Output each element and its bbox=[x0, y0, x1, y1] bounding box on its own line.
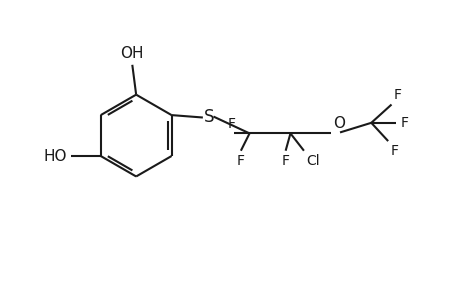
Text: O: O bbox=[332, 116, 344, 131]
Text: F: F bbox=[390, 143, 397, 158]
Text: S: S bbox=[204, 108, 214, 126]
Text: Cl: Cl bbox=[306, 154, 319, 168]
Text: F: F bbox=[236, 154, 244, 168]
Text: F: F bbox=[399, 116, 407, 130]
Text: F: F bbox=[281, 154, 289, 168]
Text: F: F bbox=[227, 117, 235, 131]
Text: HO: HO bbox=[44, 148, 67, 164]
Text: OH: OH bbox=[120, 46, 144, 61]
Text: F: F bbox=[393, 88, 401, 102]
